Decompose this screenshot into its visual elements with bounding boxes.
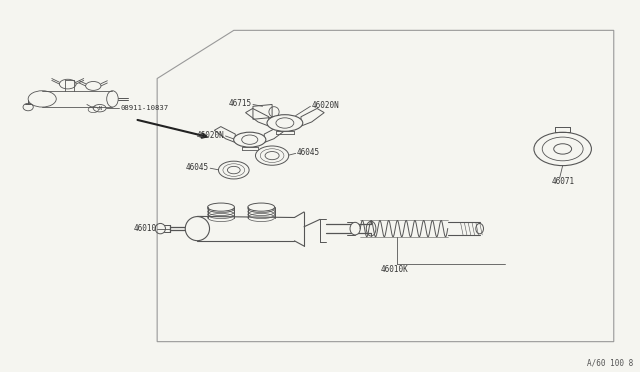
Circle shape [255, 146, 289, 165]
Ellipse shape [476, 224, 483, 234]
Text: 46045: 46045 [297, 148, 320, 157]
Circle shape [534, 132, 591, 166]
Text: 08911-10837: 08911-10837 [121, 105, 169, 111]
Text: 46045: 46045 [186, 163, 209, 172]
Text: 46010: 46010 [133, 224, 157, 233]
Ellipse shape [234, 132, 266, 147]
Ellipse shape [207, 203, 234, 211]
Text: 46020N: 46020N [312, 101, 339, 110]
Ellipse shape [267, 115, 303, 131]
Text: N: N [99, 106, 101, 111]
Text: 46020N: 46020N [196, 131, 224, 140]
Text: A/60 100 8: A/60 100 8 [587, 359, 633, 368]
Text: 46071: 46071 [551, 177, 574, 186]
Ellipse shape [185, 217, 209, 241]
Circle shape [218, 161, 249, 179]
Polygon shape [253, 105, 272, 119]
Text: 46715: 46715 [228, 99, 252, 108]
Text: 46010K: 46010K [381, 265, 408, 274]
Ellipse shape [350, 222, 360, 235]
Ellipse shape [248, 203, 275, 211]
